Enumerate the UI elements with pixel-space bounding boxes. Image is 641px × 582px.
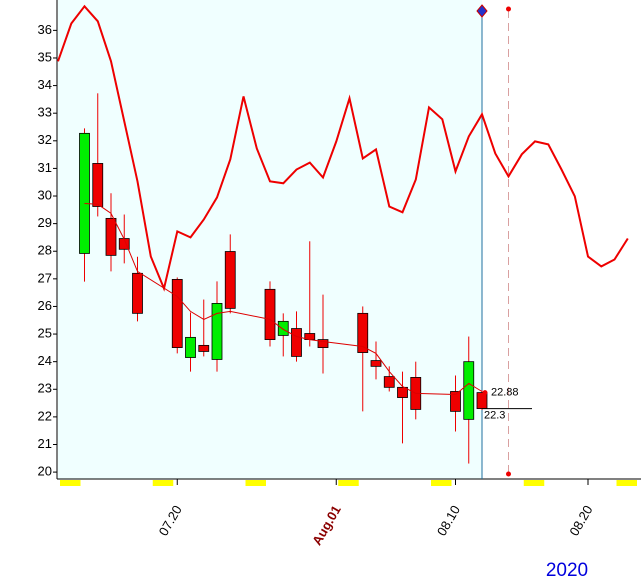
candle-body — [211, 303, 223, 360]
y-tick-label: 33 — [38, 105, 52, 120]
weekend-marker — [431, 480, 452, 486]
candle-body — [357, 312, 369, 353]
candle-body — [264, 288, 276, 340]
candle-body — [132, 272, 143, 314]
y-tick-label: 27 — [38, 270, 52, 285]
candle-body — [370, 360, 382, 367]
weekend-marker — [245, 480, 266, 486]
moving-average — [84, 203, 483, 396]
price-label: 22.88 — [491, 386, 519, 398]
candle-body — [92, 163, 104, 207]
y-tick-label: 22 — [38, 408, 52, 423]
y-tick-label: 29 — [38, 215, 52, 230]
candle-body — [277, 320, 289, 336]
y-tick-label: 21 — [38, 436, 52, 451]
candle-body — [185, 336, 196, 358]
candle-body — [105, 217, 117, 256]
candle-body — [397, 386, 408, 398]
price-dot — [482, 390, 488, 396]
candle-body — [291, 328, 302, 357]
cursor-diamond — [476, 4, 488, 18]
candle-body — [224, 251, 236, 309]
y-tick-label: 32 — [38, 132, 52, 147]
y-tick-label: 34 — [38, 77, 52, 92]
weekend-marker — [60, 480, 81, 486]
y-tick-label: 36 — [38, 22, 52, 37]
weekend-marker — [523, 480, 545, 486]
year-label: 2020 — [546, 560, 588, 581]
price-label: 22.3 — [484, 410, 505, 422]
weekend-marker — [338, 480, 359, 486]
marker-dot — [506, 6, 511, 12]
y-tick-label: 24 — [38, 353, 52, 368]
x-tick-label: Aug.01 — [309, 503, 344, 548]
y-tick-label: 23 — [38, 381, 52, 396]
x-tick-label: 08.20 — [566, 503, 595, 539]
candle-body — [198, 344, 210, 352]
marker-dot — [506, 471, 511, 477]
candle-body — [450, 391, 461, 412]
overlay-line — [57, 4, 629, 292]
weekend-marker — [152, 480, 174, 486]
x-tick-label: 07.20 — [156, 503, 185, 539]
weekend-marker — [616, 480, 637, 486]
y-tick-label: 28 — [38, 243, 52, 258]
candle-body — [383, 376, 395, 388]
candle-body — [463, 361, 475, 420]
y-tick-label: 30 — [38, 187, 52, 202]
candle-body — [171, 278, 183, 348]
y-tick-label: 20 — [38, 464, 52, 479]
y-tick-label: 25 — [38, 325, 52, 340]
x-tick-label: 08.10 — [434, 503, 463, 539]
y-tick-label: 31 — [38, 160, 52, 175]
candle-body — [79, 132, 90, 254]
y-tick-label: 26 — [38, 298, 52, 313]
candle-body — [317, 339, 329, 348]
y-tick-label: 35 — [38, 49, 52, 64]
